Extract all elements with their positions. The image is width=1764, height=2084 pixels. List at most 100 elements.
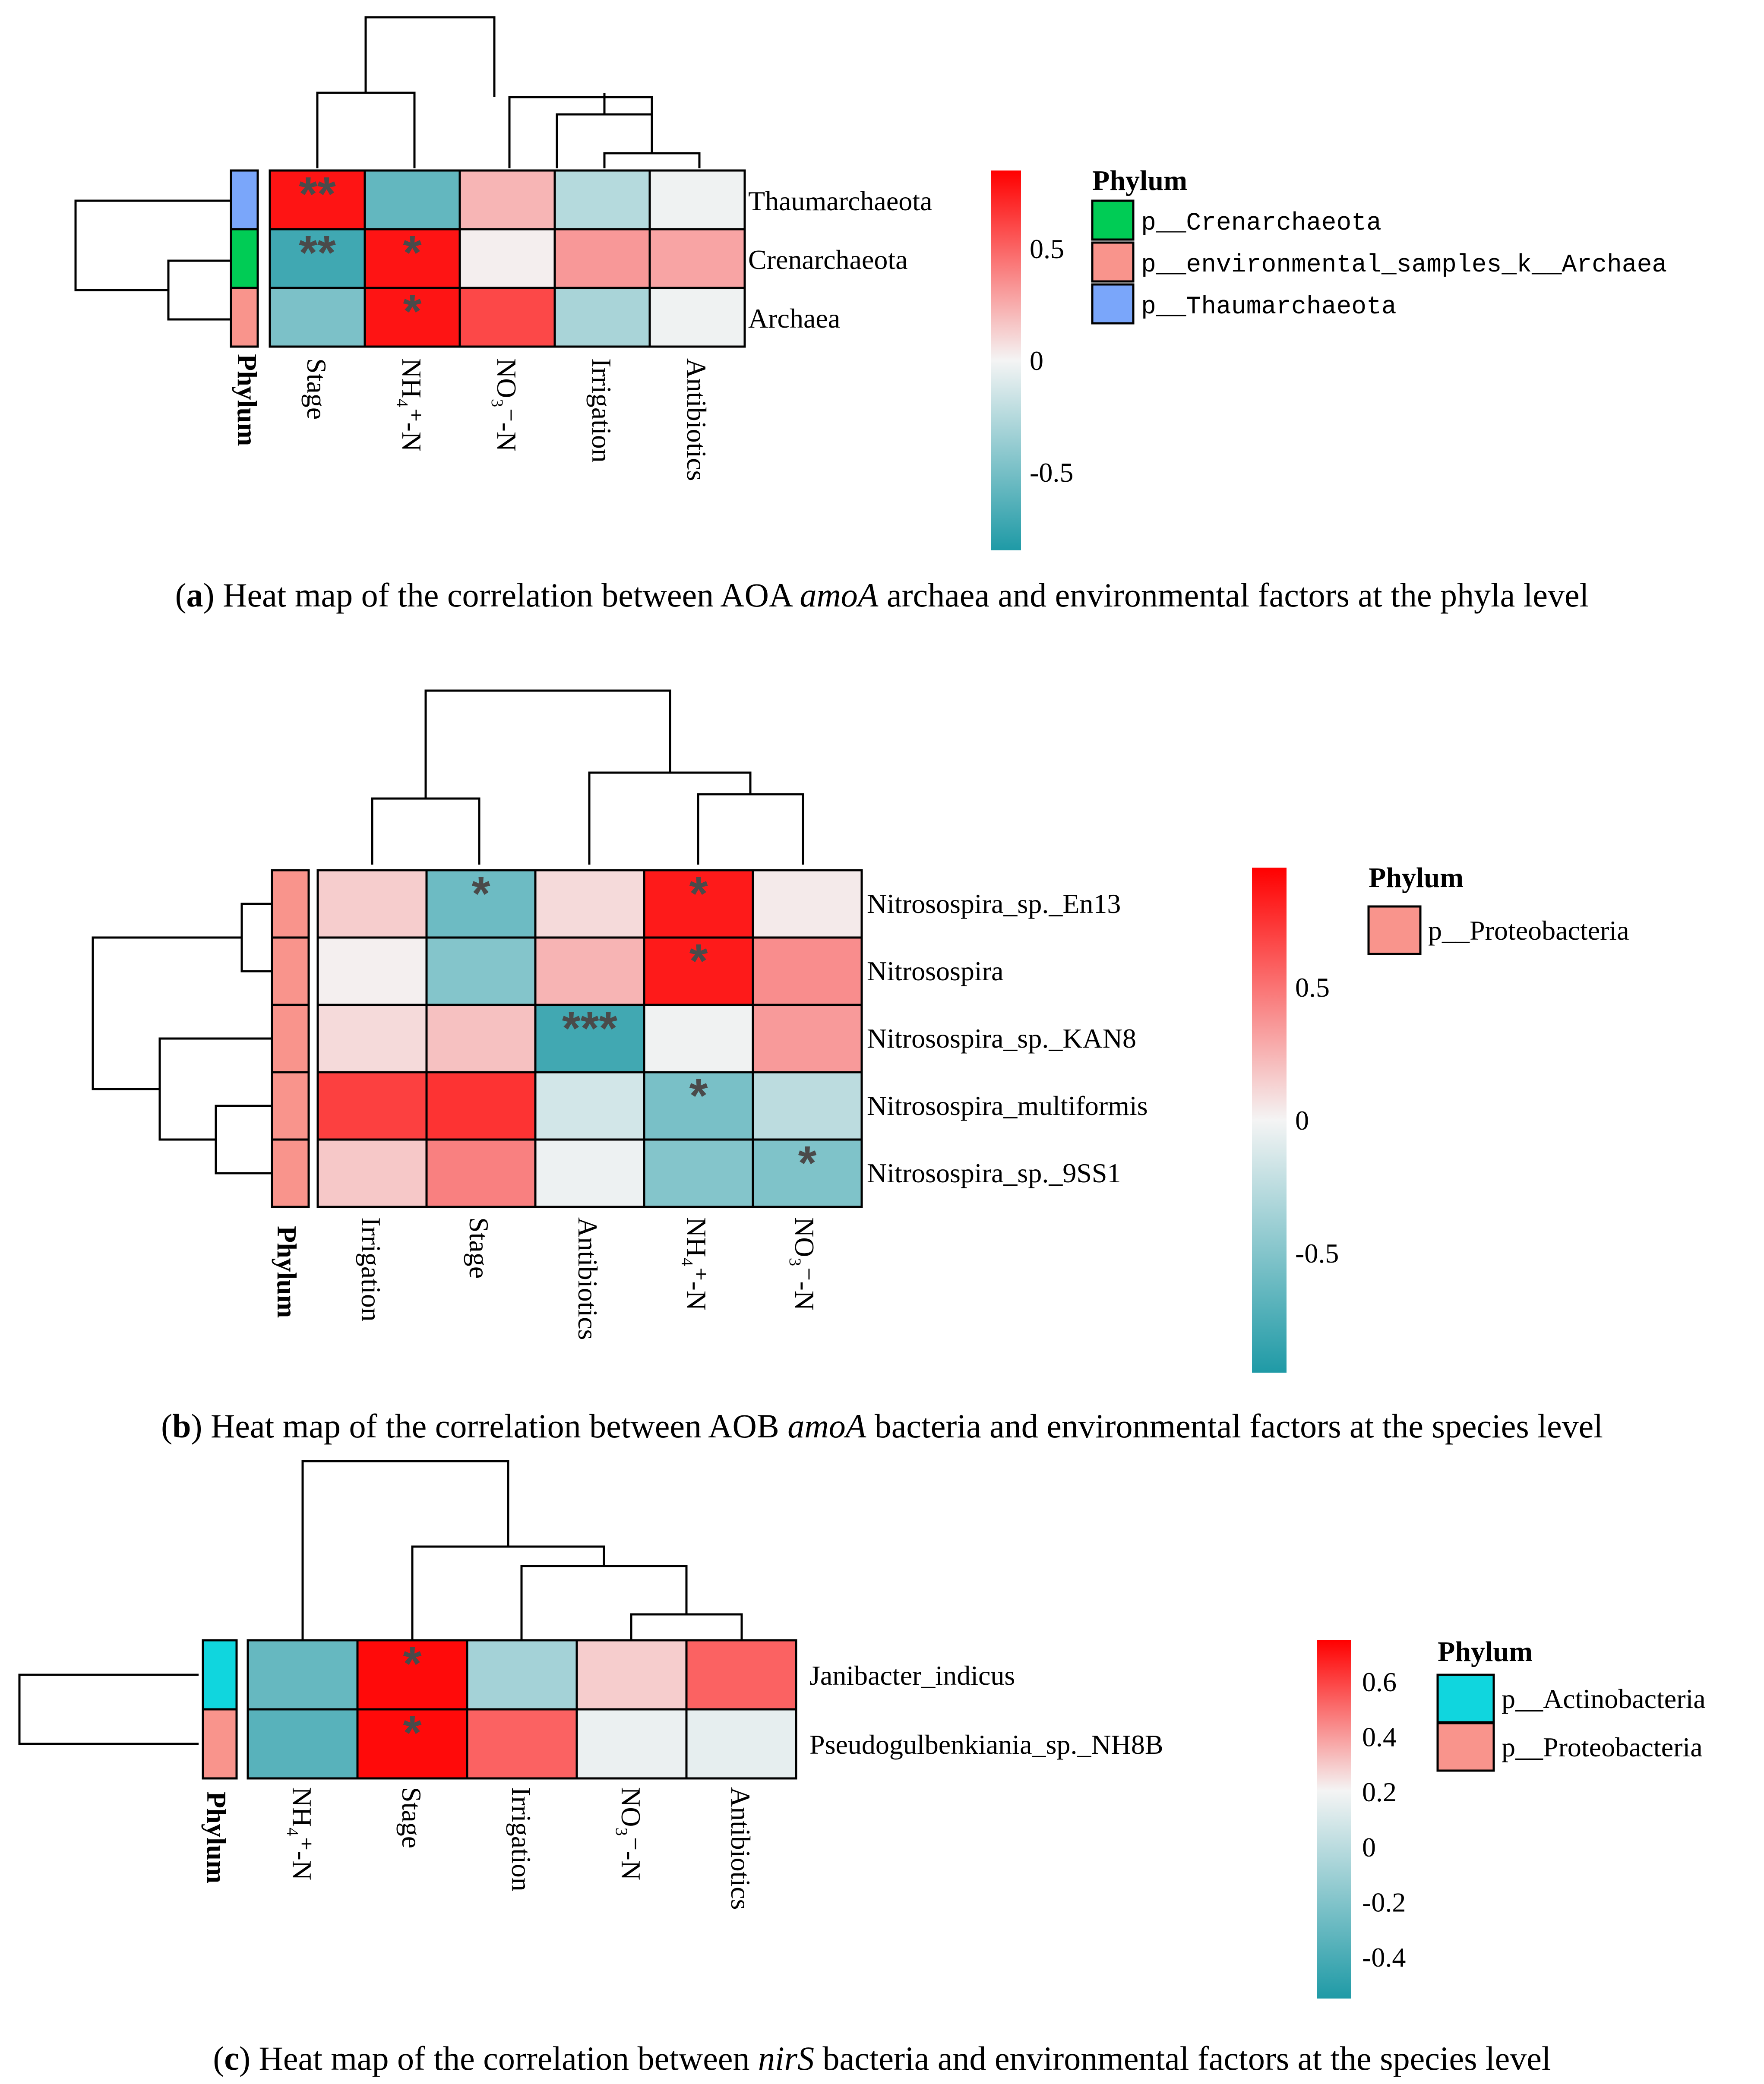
panel-c-row-labels: Janibacter_indicus Pseudogulbenkiania_sp… [809, 1660, 1163, 1760]
heatmap-cell [466, 1639, 578, 1711]
panel-a-column-labels: Stage NH₄⁺-N NO₃⁻-N Irrigation Antibioti… [301, 358, 712, 481]
heatmap-cell [534, 1004, 645, 1074]
phylum-strip-cell [271, 1071, 310, 1141]
panel-a-row-dendrogram [74, 199, 231, 321]
heatmap-cell [316, 1071, 428, 1141]
colorbar-tick-label: 0.6 [1362, 1667, 1397, 1697]
colorbar-tick-label: -0.5 [1030, 457, 1073, 488]
colorbar-tick-label: -0.2 [1362, 1887, 1406, 1918]
panel-c-caption: (c) Heat map of the correlation between … [213, 2040, 1551, 2077]
caption-text: bacteria and environmental factors at th… [814, 2040, 1551, 2077]
row-label: Pseudogulbenkiania_sp._NH8B [809, 1729, 1163, 1760]
heatmap-cell [316, 1138, 428, 1208]
heatmap-cell [458, 287, 556, 348]
heatmap-cell [316, 869, 428, 939]
panel-a-caption: (a) Heat map of the correlation between … [175, 576, 1589, 614]
heatmap-cell [553, 228, 651, 289]
caption-gene: amoA [787, 1407, 866, 1445]
heatmap-cell [316, 1004, 428, 1074]
panel-c-column-labels: NH₄⁺-N Stage Irrigation NO₃⁻-N Antibioti… [287, 1787, 756, 1910]
heatmap-cell [425, 1071, 537, 1141]
heatmap-cell [534, 1138, 645, 1208]
col-label: Antibiotics [681, 358, 712, 481]
heatmap-cell [269, 169, 366, 231]
panel-c-column-dendrogram [301, 1460, 743, 1640]
phylum-strip-cell [202, 1639, 238, 1711]
heatmap-cell [575, 1708, 688, 1780]
phylum-strip-cell [230, 169, 259, 231]
heatmap-cell [425, 1004, 537, 1074]
panel-c-phylum-strip [202, 1639, 238, 1780]
legend-swatch [1091, 241, 1135, 283]
panel-c-row-dendrogram [18, 1674, 199, 1745]
significance-mark: * [798, 1137, 817, 1190]
row-label: Nitrosospira_sp._En13 [867, 888, 1121, 919]
heatmap-cell [466, 1708, 578, 1780]
heatmap-cell [425, 1138, 537, 1208]
panel-c-significance: ** [403, 1637, 422, 1759]
col-label: Irrigation [586, 358, 617, 463]
panel-a: Phylum **** ** Thaumarchaeota Crenarchaeo… [74, 16, 1667, 614]
panel-b-row-labels: Nitrosospira_sp._En13 Nitrosospira Nitro… [867, 888, 1148, 1188]
heatmap-cell [356, 1708, 468, 1780]
legend-swatch [1367, 905, 1422, 955]
panel-a-column-dendrogram [316, 16, 701, 168]
col-label: Stage [301, 358, 332, 420]
col-label: NH₄⁺-N [287, 1787, 317, 1880]
col-label: NH₄⁺-N [396, 358, 427, 452]
col-label: Stage [396, 1787, 427, 1848]
phylum-strip-cell [230, 287, 259, 348]
heatmap-cell [752, 1071, 863, 1141]
panel-b-legend-title: Phylum [1369, 862, 1464, 894]
row-label: Nitrosospira_multiformis [867, 1090, 1148, 1121]
caption-gene: nirS [758, 2040, 814, 2077]
significance-mark: ** [299, 167, 336, 221]
caption-label: a [187, 576, 203, 614]
colorbar-tick-label: 0 [1295, 1105, 1309, 1136]
panel-c-legend-title: Phylum [1438, 1636, 1533, 1667]
heatmap-cell [752, 869, 863, 939]
col-label: Irrigation [506, 1787, 537, 1891]
col-label: NO₃⁻-N [616, 1787, 646, 1880]
row-label: Thaumarchaeota [748, 186, 932, 216]
caption-text: archaea and environmental factors at the… [878, 576, 1589, 614]
heatmap-cell [685, 1708, 797, 1780]
panel-b-column-labels: Irrigation Stage Antibiotics NH₄⁺-N NO₃⁻… [356, 1217, 820, 1340]
colorbar-tick-label: -0.5 [1295, 1238, 1339, 1269]
heatmap-cell [458, 228, 556, 289]
panel-a-heatmap [269, 169, 746, 348]
heatmap-cell [575, 1639, 688, 1711]
caption-gene: amoA [800, 576, 878, 614]
panel-a-significance: **** ** [299, 167, 421, 338]
legend-label: p__Thaumarchaeota [1141, 293, 1397, 321]
colorbar-tick-label: 0 [1362, 1832, 1376, 1863]
colorbar-tick-label: 0.5 [1295, 972, 1330, 1003]
caption-label: c [224, 2040, 239, 2077]
caption-text: Heat map of the correlation between AOA [223, 576, 800, 614]
phylum-strip-cell [271, 869, 310, 939]
panel-a-legend: p__Crenarchaeota p__environmental_samples… [1091, 199, 1667, 325]
significance-mark: * [472, 867, 490, 920]
significance-mark: * [403, 1637, 422, 1690]
heatmap-cell [553, 287, 651, 348]
panel-c-legend: p__Actinobacteria p__Proteobacteria [1436, 1674, 1706, 1772]
phylum-strip-cell [271, 936, 310, 1006]
heatmap-cell [247, 1708, 359, 1780]
heatmap-cell [269, 287, 366, 348]
legend-swatch [1436, 1722, 1495, 1772]
panel-a-legend-title: Phylum [1092, 165, 1187, 196]
legend-label: p__Proteobacteria [1502, 1732, 1703, 1762]
panel-c-heatmap [247, 1639, 797, 1780]
panel-a-phylum-strip [230, 169, 259, 348]
phylum-strip-cell [271, 1004, 310, 1074]
caption-text: Heat map of the correlation between [259, 2040, 758, 2077]
col-label: Antibiotics [572, 1217, 603, 1340]
heatmap-cell [364, 169, 461, 231]
phylum-strip-cell [202, 1708, 238, 1780]
col-label: Irrigation [356, 1217, 386, 1322]
panel-c-phylum-label: Phylum [201, 1791, 232, 1883]
caption-label: b [172, 1407, 191, 1445]
col-label: NO₃⁻-N [491, 358, 522, 452]
heatmap-cell [752, 936, 863, 1006]
heatmap-cell [648, 287, 746, 348]
